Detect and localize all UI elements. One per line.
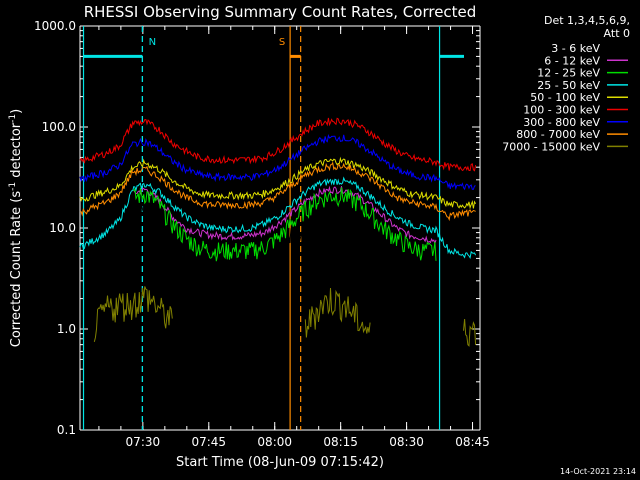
legend-label: 3 - 6 keV bbox=[551, 42, 600, 55]
series-line bbox=[133, 197, 437, 279]
y-tick-label: 1000.0 bbox=[34, 19, 76, 33]
data-series bbox=[79, 117, 477, 347]
x-axis-label: Start Time (08-Jun-09 07:15:42) bbox=[176, 455, 384, 470]
x-tick-label: 08:45 bbox=[455, 435, 490, 449]
x-tick-label: 08:15 bbox=[323, 435, 358, 449]
chart-title: RHESSI Observing Summary Count Rates, Co… bbox=[84, 3, 477, 21]
y-tick-label: 0.1 bbox=[57, 423, 76, 437]
y-tick-label: 10.0 bbox=[49, 221, 76, 235]
series-line bbox=[93, 286, 477, 347]
timestamp: 14-Oct-2021 23:14 bbox=[560, 467, 636, 476]
series-line bbox=[79, 161, 476, 222]
x-tick-label: 07:30 bbox=[126, 435, 161, 449]
legend-label: 25 - 50 keV bbox=[537, 79, 600, 92]
legend-label: 800 - 7000 keV bbox=[516, 128, 600, 141]
series-line bbox=[79, 117, 477, 172]
series-line bbox=[79, 133, 476, 191]
y-tick-label: 100.0 bbox=[42, 120, 76, 134]
x-tick-label: 07:45 bbox=[191, 435, 226, 449]
x-ticks: 07:30 07:45 08:00 08:15 08:30 08:45 bbox=[98, 26, 490, 449]
legend-attenuator: Att 0 bbox=[604, 27, 630, 40]
y-tick-label: 1.0 bbox=[57, 322, 76, 336]
legend-label: 7000 - 15000 keV bbox=[502, 140, 600, 153]
x-tick-label: 08:00 bbox=[257, 435, 292, 449]
marker-label: N bbox=[149, 37, 156, 48]
x-tick-label: 08:30 bbox=[389, 435, 424, 449]
legend-label: 12 - 25 keV bbox=[537, 67, 600, 80]
series-line bbox=[133, 187, 437, 262]
marker-label: S bbox=[279, 37, 285, 48]
legend-title: Det 1,3,4,5,6,9, bbox=[544, 14, 630, 27]
series-line bbox=[79, 176, 477, 260]
series-line bbox=[79, 156, 477, 210]
legend-label: 50 - 100 keV bbox=[530, 91, 600, 104]
legend-label: 100 - 300 keV bbox=[523, 104, 600, 117]
legend-label: 6 - 12 keV bbox=[544, 54, 600, 67]
y-ticks: 1000.0 100.0 10.0 1.0 0.1 bbox=[34, 19, 480, 437]
legend-label: 300 - 800 keV bbox=[523, 116, 600, 129]
y-axis-label: Corrected Count Rate (s-1 detector-1) bbox=[8, 109, 24, 347]
